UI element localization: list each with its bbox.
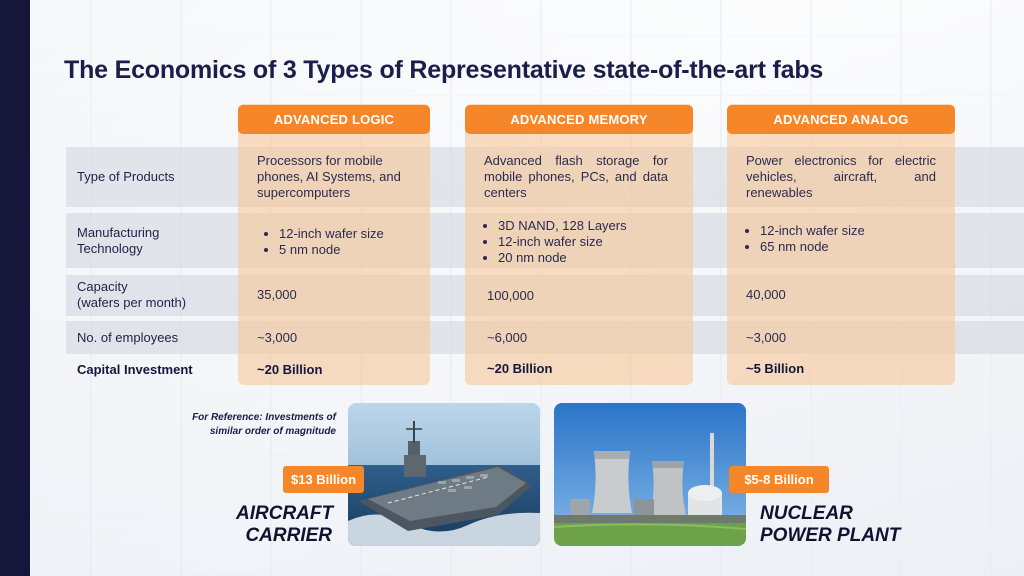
cell-logic-products: Processors for mobile phones, AI Systems… xyxy=(257,153,401,200)
cell-memory-technology: 3D NAND, 128 Layers 12-inch wafer size 2… xyxy=(476,218,686,266)
list-item: 12-inch wafer size xyxy=(279,226,427,242)
row-label-capacity-line1: Capacity xyxy=(77,279,128,294)
cell-analog-employees: ~3,000 xyxy=(746,330,787,345)
column-heading-memory: ADVANCED MEMORY xyxy=(465,105,693,134)
row-label-capacity-line2: (wafers per month) xyxy=(77,295,187,310)
cell-analog-capacity: 40,000 xyxy=(746,287,786,302)
cell-analog-products: Power electronics for electric vehicles,… xyxy=(746,153,936,200)
cell-analog-technology: 12-inch wafer size 65 nm node xyxy=(738,223,948,255)
reference-note: For Reference: Investments of similar or… xyxy=(150,411,336,439)
aircraft-carrier-illustration xyxy=(348,403,540,546)
cell-logic-capacity: 35,000 xyxy=(257,287,297,302)
row-label-products: Type of Products xyxy=(77,169,175,184)
label-aircraft-carrier: AIRCRAFT CARRIER xyxy=(236,503,334,547)
row-label-employees: No. of employees xyxy=(77,330,179,345)
label-carrier-line1: AIRCRAFT xyxy=(236,503,334,524)
technology-list: 3D NAND, 128 Layers 12-inch wafer size 2… xyxy=(476,218,686,266)
nuclear-plant-illustration xyxy=(554,403,746,546)
technology-list: 12-inch wafer size 65 nm node xyxy=(738,223,948,255)
column-logic xyxy=(238,104,430,385)
left-accent-bar xyxy=(0,0,30,576)
label-nuclear-power-plant: NUCLEAR POWER PLANT xyxy=(760,503,900,547)
row-label-technology-line1: Manufacturing xyxy=(77,225,160,240)
cell-logic-employees: ~3,000 xyxy=(257,330,298,345)
cell-memory-capacity: 100,000 xyxy=(487,288,534,303)
cell-logic-investment: ~20 Billion xyxy=(257,362,323,377)
column-memory xyxy=(465,104,693,385)
column-analog xyxy=(727,104,955,385)
technology-list: 12-inch wafer size 5 nm node xyxy=(257,226,427,258)
reference-note-line2: similar order of magnitude xyxy=(209,426,336,437)
reference-note-line1: For Reference: Investments of xyxy=(192,412,336,423)
aircraft-carrier-photo xyxy=(348,403,540,546)
row-label-technology: Manufacturing Technology xyxy=(77,225,159,257)
cell-memory-products: Advanced flash storage for mobile phones… xyxy=(484,153,668,200)
cell-memory-employees: ~6,000 xyxy=(487,330,528,345)
nuclear-plant-photo xyxy=(554,403,746,546)
list-item: 12-inch wafer size xyxy=(498,234,686,250)
price-badge-carrier: $13 Billion xyxy=(283,466,364,493)
page-title: The Economics of 3 Types of Representati… xyxy=(64,56,824,84)
list-item: 65 nm node xyxy=(760,239,948,255)
label-nuclear-line2: POWER PLANT xyxy=(760,525,901,546)
cell-logic-technology: 12-inch wafer size 5 nm node xyxy=(257,226,427,258)
list-item: 3D NAND, 128 Layers xyxy=(498,218,686,234)
list-item: 12-inch wafer size xyxy=(760,223,948,239)
row-label-investment: Capital Investment xyxy=(77,362,193,377)
row-label-technology-line2: Technology xyxy=(77,241,143,256)
cell-analog-investment: ~5 Billion xyxy=(746,361,805,376)
row-label-capacity: Capacity (wafers per month) xyxy=(77,279,186,311)
column-heading-logic: ADVANCED LOGIC xyxy=(238,105,430,134)
label-carrier-line2: CARRIER xyxy=(245,525,332,546)
cell-memory-investment: ~20 Billion xyxy=(487,361,553,376)
list-item: 20 nm node xyxy=(498,250,686,266)
label-nuclear-line1: NUCLEAR xyxy=(760,503,853,524)
list-item: 5 nm node xyxy=(279,242,427,258)
price-badge-nuclear: $5-8 Billion xyxy=(729,466,829,493)
column-heading-analog: ADVANCED ANALOG xyxy=(727,105,955,134)
